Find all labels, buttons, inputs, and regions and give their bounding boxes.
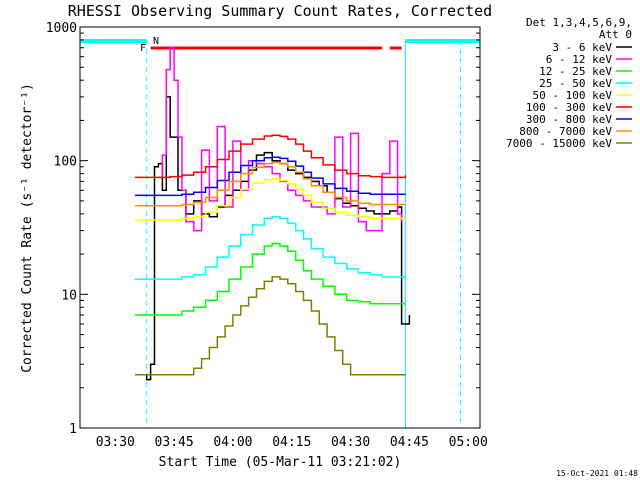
chart-title: RHESSI Observing Summary Count Rates, Co…: [68, 2, 492, 20]
x-tick-label: 04:15: [272, 435, 311, 450]
legend-label: 100 - 300 keV: [526, 101, 612, 114]
series-line-0: [138, 96, 411, 381]
x-tick-label: 04:45: [390, 435, 429, 450]
n-flag-label: N: [153, 36, 159, 47]
y-tick-label: 1: [69, 422, 77, 437]
x-tick-label: 03:30: [96, 435, 135, 450]
legend-label: 300 - 800 keV: [526, 113, 612, 126]
y-tick-label: 100: [54, 155, 77, 170]
legend-header: Det 1,3,4,5,6,9,: [526, 16, 632, 29]
x-tick-label: 04:00: [213, 435, 252, 450]
series-layer: [134, 46, 411, 381]
x-axis-label: Start Time (05-Mar-11 03:21:02): [159, 455, 402, 470]
legend-header: Att 0: [599, 28, 632, 41]
series-line-7: [134, 161, 406, 207]
series-line-6: [134, 156, 406, 197]
plot-frame: [79, 26, 481, 429]
series-line-2: [134, 242, 406, 316]
series-line-8: [134, 276, 406, 376]
series-line-4: [134, 178, 406, 221]
plot-timestamp: 15-Oct-2021 01:48: [556, 469, 638, 478]
series-line-3: [134, 216, 406, 280]
y-tick-label: 1000: [46, 21, 77, 36]
x-tick-label: 04:30: [331, 435, 370, 450]
legend-label: 50 - 100 keV: [533, 89, 613, 102]
legend-label: 7000 - 15000 keV: [506, 137, 612, 150]
observing-flags: NF: [80, 36, 480, 428]
x-tick-label: 05:00: [449, 435, 488, 450]
x-tick-label: 03:45: [155, 435, 194, 450]
f-flag-label: F: [140, 43, 146, 54]
series-line-5: [134, 134, 407, 179]
y-tick-label: 10: [61, 288, 77, 303]
legend-label: 6 - 12 keV: [546, 53, 613, 66]
legend-label: 12 - 25 keV: [539, 65, 612, 78]
legend-label: 800 - 7000 keV: [519, 125, 612, 138]
axes-layer: 1 10 100 1000 03:30 03:45 04:00 04:15 04:30 04:45…: [46, 21, 488, 450]
y-axis-label: Corrected Count Rate (s⁻¹ detector⁻¹): [20, 83, 35, 373]
legend-label: 25 - 50 keV: [539, 77, 612, 90]
legend-label: 3 - 6 keV: [552, 41, 612, 54]
